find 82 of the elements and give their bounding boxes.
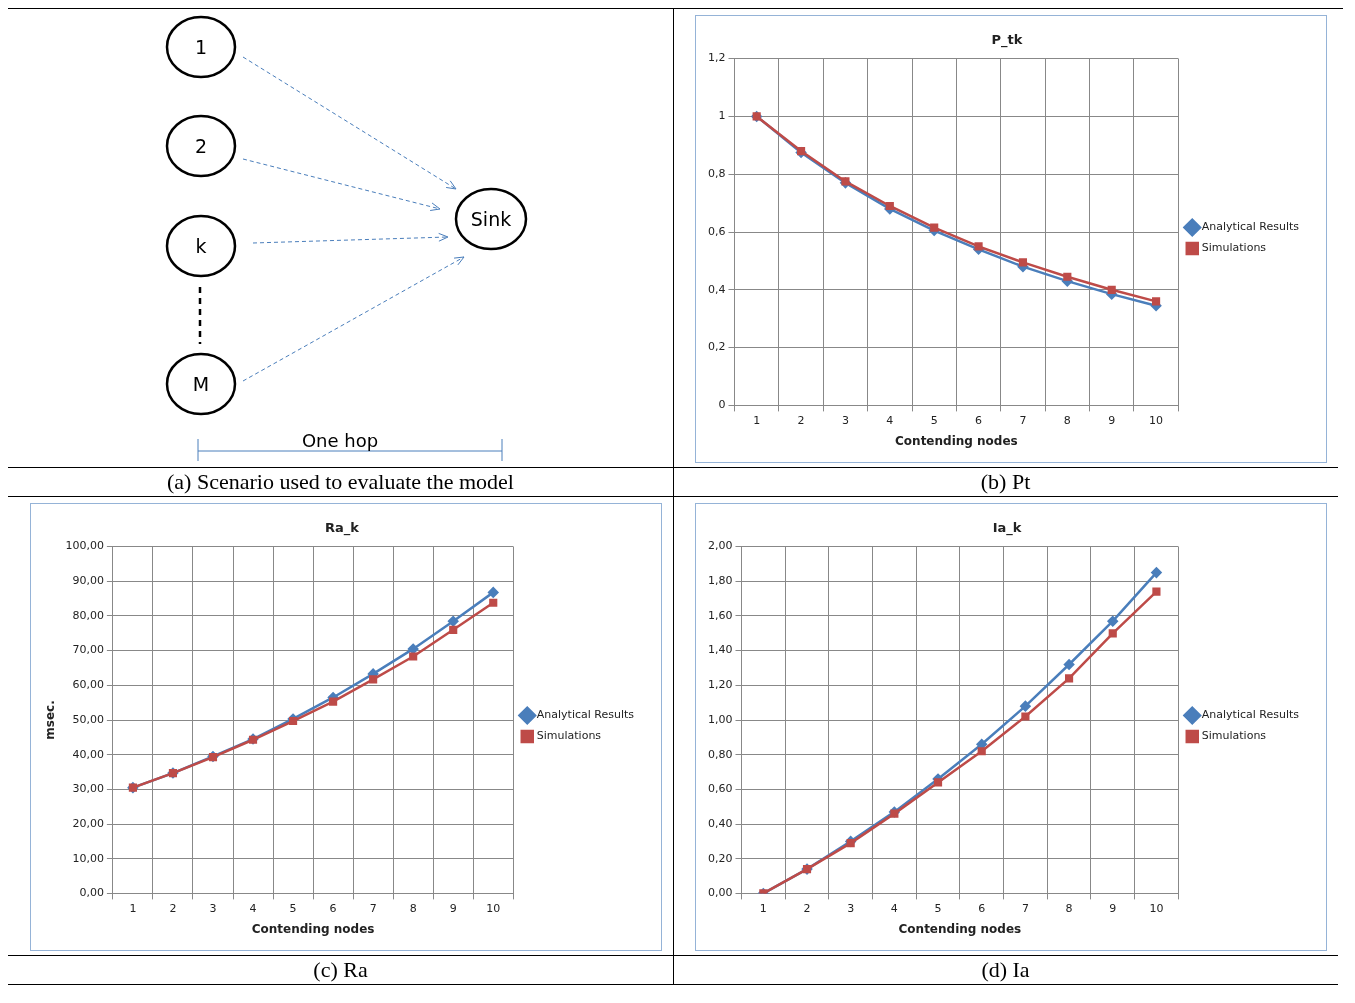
x-tick-label: 2	[797, 413, 805, 427]
x-tick-label: 4	[890, 901, 898, 915]
x-tick-label: 5	[930, 413, 938, 427]
chart-title: P_tk	[991, 32, 1023, 49]
x-axis-title: Contending nodes	[898, 921, 1022, 936]
y-tick-label: 30,00	[72, 782, 104, 796]
x-tick-label: 9	[449, 901, 457, 915]
legend-label: Simulations	[1201, 729, 1267, 743]
y-tick-label: 0,6	[707, 224, 726, 238]
x-tick-label: 2	[803, 901, 811, 915]
x-tick-label: 9	[1108, 413, 1116, 427]
legend-label: Analytical Results	[1201, 220, 1300, 234]
y-tick-label: 0	[718, 398, 726, 412]
x-tick-label: 8	[1065, 901, 1073, 915]
legend-label: Analytical Results	[1201, 708, 1300, 722]
y-tick-label: 20,00	[72, 816, 104, 830]
x-tick-label: 5	[934, 901, 942, 915]
x-tick-label: 7	[1019, 413, 1027, 427]
y-tick-label: 2,00	[707, 539, 733, 553]
y-tick-label: 0,4	[707, 282, 726, 296]
x-tick-label: 6	[975, 413, 983, 427]
x-tick-label: 8	[1063, 413, 1071, 427]
x-axis-title: Contending nodes	[251, 921, 375, 936]
y-tick-label: 1,00	[707, 712, 733, 726]
y-tick-label: 0,2	[707, 340, 726, 354]
x-tick-label: 4	[886, 413, 894, 427]
x-axis-title: Contending nodes	[895, 433, 1018, 448]
x-tick-label: 3	[841, 413, 849, 427]
y-tick-label: 0,60	[707, 782, 733, 796]
x-tick-label: 10	[486, 901, 501, 915]
y-tick-label: 60,00	[72, 678, 104, 692]
x-tick-label: 3	[209, 901, 217, 915]
text: Sink	[470, 208, 512, 230]
legend-label: Simulations	[1201, 241, 1267, 255]
x-tick-label: 1	[129, 901, 137, 915]
x-tick-label: 7	[1021, 901, 1029, 915]
y-tick-label: 70,00	[72, 643, 104, 657]
legend-label: Analytical Results	[536, 708, 635, 722]
y-tick-label: 1,40	[707, 643, 733, 657]
x-tick-label: 1	[753, 413, 761, 427]
y-tick-label: 80,00	[72, 608, 104, 622]
y-tick-label: 0,80	[707, 747, 733, 761]
x-tick-label: 7	[369, 901, 377, 915]
text: (d) Ia	[673, 955, 1338, 985]
x-tick-label: 10	[1149, 413, 1164, 427]
text: M	[192, 373, 210, 395]
text: One hop	[301, 430, 379, 451]
x-tick-label: 10	[1149, 901, 1164, 915]
text: (b) Pt	[673, 467, 1338, 497]
y-tick-label: 0,8	[707, 167, 726, 181]
y-axis-title: msec.	[43, 700, 58, 740]
y-tick-label: 10,00	[72, 851, 104, 865]
y-tick-label: 0,20	[707, 851, 733, 865]
text: k	[195, 235, 207, 257]
y-tick-label: 0,40	[707, 816, 733, 830]
text: 1	[194, 36, 208, 58]
x-tick-label: 4	[249, 901, 257, 915]
y-tick-label: 50,00	[72, 712, 104, 726]
y-tick-label: 90,00	[72, 574, 104, 588]
y-tick-label: 1,20	[707, 678, 733, 692]
y-tick-label: 1,60	[707, 608, 733, 622]
x-tick-label: 9	[1109, 901, 1117, 915]
text: (a) Scenario used to evaluate the model	[8, 467, 673, 497]
x-tick-label: 2	[169, 901, 177, 915]
x-tick-label: 8	[409, 901, 417, 915]
chart-title: Ra_k	[325, 520, 360, 537]
y-tick-label: 100,00	[65, 539, 104, 553]
y-tick-label: 0,00	[79, 886, 104, 900]
chart-title: Ia_k	[992, 520, 1022, 537]
y-tick-label: 40,00	[72, 747, 104, 761]
legend-label: Simulations	[536, 729, 602, 743]
x-tick-label: 6	[978, 901, 986, 915]
x-tick-label: 3	[847, 901, 855, 915]
y-tick-label: 1,2	[707, 51, 726, 65]
y-tick-label: 1	[718, 109, 726, 123]
x-tick-label: 6	[329, 901, 337, 915]
y-tick-label: 1,80	[707, 574, 733, 588]
x-tick-label: 5	[289, 901, 297, 915]
x-tick-label: 1	[759, 901, 767, 915]
text: 2	[194, 135, 208, 157]
y-tick-label: 0,00	[707, 886, 733, 900]
text: (c) Ra	[8, 955, 673, 985]
